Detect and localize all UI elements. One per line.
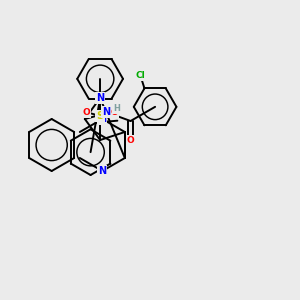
Text: N: N [96,93,104,103]
Text: O: O [127,136,134,146]
Text: Cl: Cl [136,71,145,80]
Text: O: O [110,107,118,116]
Text: N: N [98,166,106,176]
Text: S: S [97,111,104,121]
Text: N: N [98,114,106,124]
Text: N: N [102,107,110,117]
Text: O: O [82,107,90,116]
Text: H: H [113,103,120,112]
